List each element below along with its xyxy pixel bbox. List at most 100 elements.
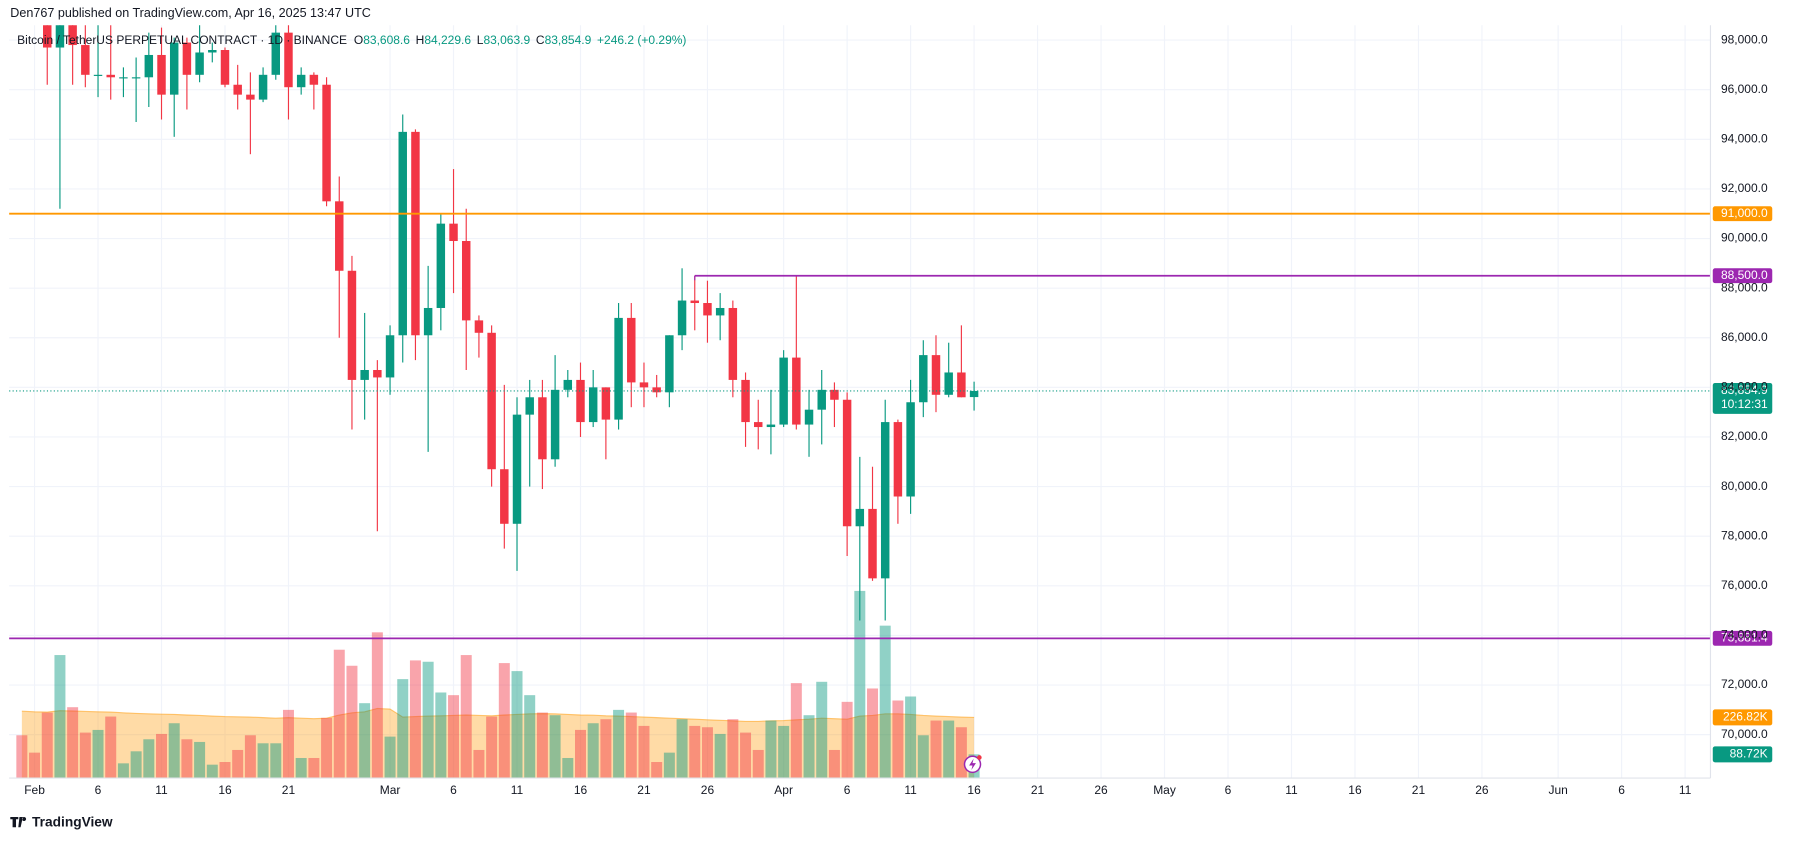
volume-bar — [282, 709, 294, 779]
volume-bar — [244, 735, 256, 779]
volume-bar — [638, 725, 650, 779]
volume-bar — [600, 719, 612, 779]
candle-body — [563, 379, 573, 390]
candle-body — [436, 223, 446, 308]
candle-body — [957, 372, 966, 398]
volume-bar — [816, 681, 828, 779]
volume-bar — [613, 709, 625, 779]
volume-bar — [905, 696, 917, 779]
level-label-bg — [1712, 630, 1773, 646]
candle-body — [284, 32, 293, 88]
legend-value: 83,608.6 — [363, 33, 410, 47]
candle-body — [804, 409, 814, 425]
candle-body — [385, 335, 395, 378]
candle-body — [360, 369, 369, 380]
candle-body — [449, 223, 458, 242]
candle-body — [474, 320, 484, 333]
level-label: 88,500.0 — [1721, 268, 1768, 282]
volume-bar — [879, 625, 891, 779]
candle-body — [500, 469, 509, 524]
volume-bar — [194, 741, 206, 779]
candle-body — [93, 74, 103, 76]
candle-body — [601, 387, 611, 420]
symbol: Bitcoin / TetherUS PERPETUAL CONTRACT · … — [17, 33, 347, 47]
x-tick-label: Feb — [24, 783, 45, 797]
x-tick-label: Apr — [774, 783, 793, 797]
volume-bar — [219, 762, 231, 779]
volume-bar — [409, 660, 421, 779]
volume-bar — [359, 703, 371, 779]
volume-bar — [575, 729, 586, 779]
candle-body — [119, 77, 128, 79]
candle-body — [512, 414, 522, 524]
legend-key: L — [477, 33, 484, 47]
volume-bar — [486, 716, 498, 779]
alert-icon — [963, 755, 982, 774]
candle-body — [652, 387, 661, 393]
y-tick-label: 70,000.0 — [1721, 727, 1768, 741]
last-price-bg — [1712, 382, 1773, 414]
y-tick-label: 96,000.0 — [1721, 82, 1768, 96]
level-label-bg — [1712, 268, 1773, 284]
y-tick-label: 94,000.0 — [1721, 131, 1768, 145]
y-tick-label: 78,000.0 — [1721, 528, 1768, 542]
volume-bar — [206, 764, 218, 779]
candle-body — [741, 379, 750, 423]
candle-body — [703, 303, 712, 316]
candle-body — [766, 424, 776, 428]
y-tick-label: 72,000.0 — [1721, 677, 1768, 691]
candle-body — [906, 402, 915, 497]
level-label: 91,000.0 — [1721, 206, 1768, 220]
candle-body — [271, 32, 281, 75]
candle-body — [893, 422, 903, 497]
candle-body — [233, 84, 242, 95]
y-tick-label: 88,000.0 — [1721, 280, 1768, 294]
change: +246.2 (+0.29%) — [597, 33, 686, 47]
volume-bar — [689, 725, 701, 779]
candle-body — [296, 74, 306, 88]
candle-body — [639, 382, 649, 388]
volume-bar — [701, 727, 713, 779]
candle-body — [55, 25, 65, 48]
candle-body — [627, 317, 636, 383]
volume-bar — [651, 762, 663, 779]
x-tick-label: 16 — [574, 783, 588, 797]
candle-body — [157, 54, 166, 95]
candle-body — [131, 77, 141, 79]
candle-body — [144, 54, 154, 78]
candle-body — [969, 390, 979, 398]
candle-body — [830, 389, 839, 400]
candle-body — [779, 357, 788, 425]
volume-bar — [257, 743, 269, 779]
volume-bar — [130, 751, 142, 779]
candle-body — [550, 389, 560, 460]
volume-bar — [435, 692, 447, 779]
volume-bar — [295, 757, 307, 779]
volume-bar — [587, 723, 599, 779]
volume-bar — [422, 661, 434, 779]
legend-key: H — [416, 33, 425, 47]
volume-bar — [384, 736, 396, 779]
candle-body — [919, 355, 928, 403]
volume-bar — [308, 757, 320, 779]
x-tick-label: 6 — [1618, 783, 1625, 797]
candle-body — [220, 50, 230, 85]
candle-body — [868, 508, 877, 579]
candle-body — [335, 201, 344, 271]
volume-bar — [892, 700, 904, 779]
volume-bar — [549, 715, 561, 779]
volume-bar — [346, 665, 358, 779]
candle-body — [169, 42, 179, 95]
legend-value: 83,854.9 — [545, 33, 592, 47]
candle-body — [373, 369, 382, 378]
candle-body — [690, 300, 699, 304]
x-tick-label: 11 — [511, 783, 524, 797]
volume-bar — [562, 757, 574, 779]
volume-bar — [790, 683, 802, 779]
x-tick-label: Jun — [1548, 783, 1567, 797]
x-tick-label: 6 — [1225, 783, 1232, 797]
y-tick-label: 84,000.0 — [1721, 380, 1768, 394]
volume-bar — [117, 763, 129, 779]
